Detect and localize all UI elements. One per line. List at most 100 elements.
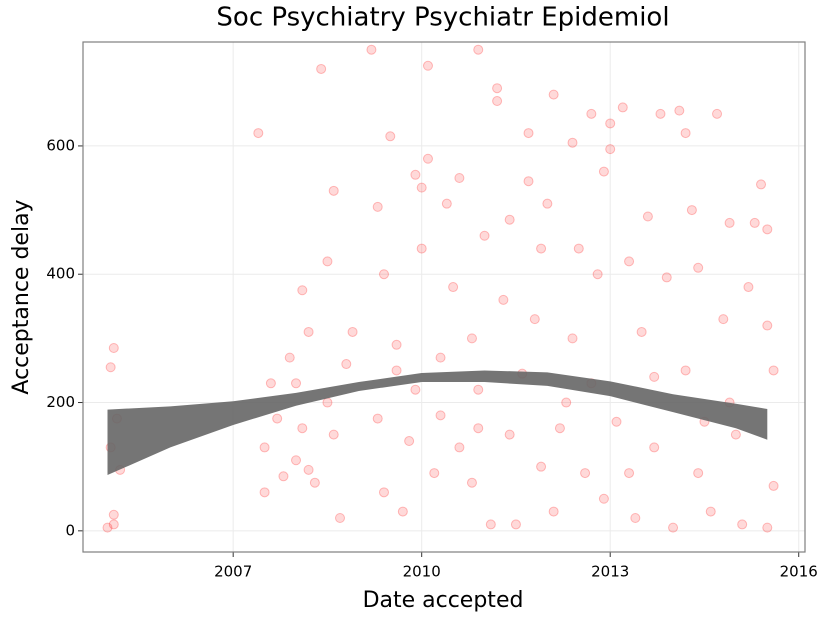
point — [105, 362, 116, 373]
point — [718, 314, 729, 325]
y-axis-label: Acceptance delay — [9, 199, 34, 394]
chart-title: Soc Psychiatry Psychiatr Epidemiol — [216, 3, 669, 33]
point — [108, 343, 119, 353]
point — [410, 384, 421, 395]
point — [297, 423, 308, 434]
point — [724, 217, 735, 228]
point — [762, 224, 773, 235]
point — [605, 144, 616, 155]
point — [536, 461, 547, 472]
point — [466, 333, 477, 344]
point — [536, 243, 547, 254]
point — [416, 182, 427, 193]
y-tick-label: 400 — [46, 265, 75, 283]
point — [347, 326, 358, 337]
point — [548, 89, 559, 100]
point — [567, 137, 578, 148]
point — [693, 468, 704, 479]
point — [102, 522, 113, 533]
point — [504, 214, 515, 225]
point — [391, 339, 402, 350]
point — [429, 468, 440, 479]
point — [680, 365, 691, 376]
point — [454, 173, 465, 183]
point — [756, 179, 767, 190]
point — [768, 365, 779, 376]
point — [272, 413, 283, 424]
point — [416, 243, 427, 254]
point — [278, 471, 289, 482]
point — [548, 506, 559, 517]
point — [328, 185, 339, 196]
point — [473, 384, 484, 395]
point — [284, 352, 295, 363]
point — [404, 436, 415, 447]
point — [410, 169, 421, 180]
point — [580, 468, 591, 479]
panel-border — [82, 41, 806, 553]
point — [598, 493, 609, 504]
point — [504, 429, 515, 440]
point — [397, 506, 408, 517]
x-tick-label: 2007 — [214, 563, 252, 581]
point — [737, 519, 748, 530]
point — [466, 477, 477, 488]
point — [322, 397, 333, 408]
point — [598, 166, 609, 177]
point — [573, 243, 584, 254]
point — [341, 359, 352, 370]
point — [316, 63, 327, 74]
point — [743, 282, 754, 293]
point — [668, 522, 679, 533]
point — [378, 487, 389, 498]
point — [303, 464, 314, 475]
point — [291, 378, 302, 389]
point — [649, 442, 660, 453]
point — [441, 198, 452, 209]
point — [492, 83, 503, 94]
point — [749, 217, 760, 228]
y-tick-label: 0 — [65, 521, 75, 539]
point — [542, 198, 553, 209]
point — [422, 153, 433, 164]
x-tick-label: 2010 — [403, 563, 441, 581]
point — [705, 506, 716, 517]
point — [372, 413, 383, 424]
point — [592, 269, 603, 280]
point — [674, 105, 685, 116]
point — [435, 352, 446, 363]
point — [768, 480, 779, 491]
point — [259, 487, 270, 498]
point — [366, 44, 377, 55]
point — [510, 519, 521, 530]
point — [642, 211, 653, 222]
point — [730, 429, 741, 440]
point — [265, 378, 276, 389]
point — [655, 108, 666, 119]
point — [523, 176, 534, 187]
point — [624, 468, 635, 479]
point — [605, 118, 616, 129]
point — [328, 429, 339, 440]
point — [291, 455, 302, 466]
point — [762, 522, 773, 533]
point — [680, 128, 691, 139]
point — [322, 256, 333, 267]
point — [649, 371, 660, 382]
point — [335, 513, 346, 523]
point — [624, 256, 635, 267]
point — [253, 128, 264, 139]
point — [435, 410, 446, 421]
confidence-band — [107, 370, 768, 476]
point — [454, 442, 465, 453]
point — [636, 326, 647, 337]
x-tick-label: 2013 — [591, 563, 629, 581]
point — [686, 205, 697, 216]
point — [693, 262, 704, 273]
point — [762, 320, 773, 331]
point — [586, 108, 597, 119]
point — [479, 230, 490, 241]
point — [485, 519, 496, 530]
point — [391, 365, 402, 376]
